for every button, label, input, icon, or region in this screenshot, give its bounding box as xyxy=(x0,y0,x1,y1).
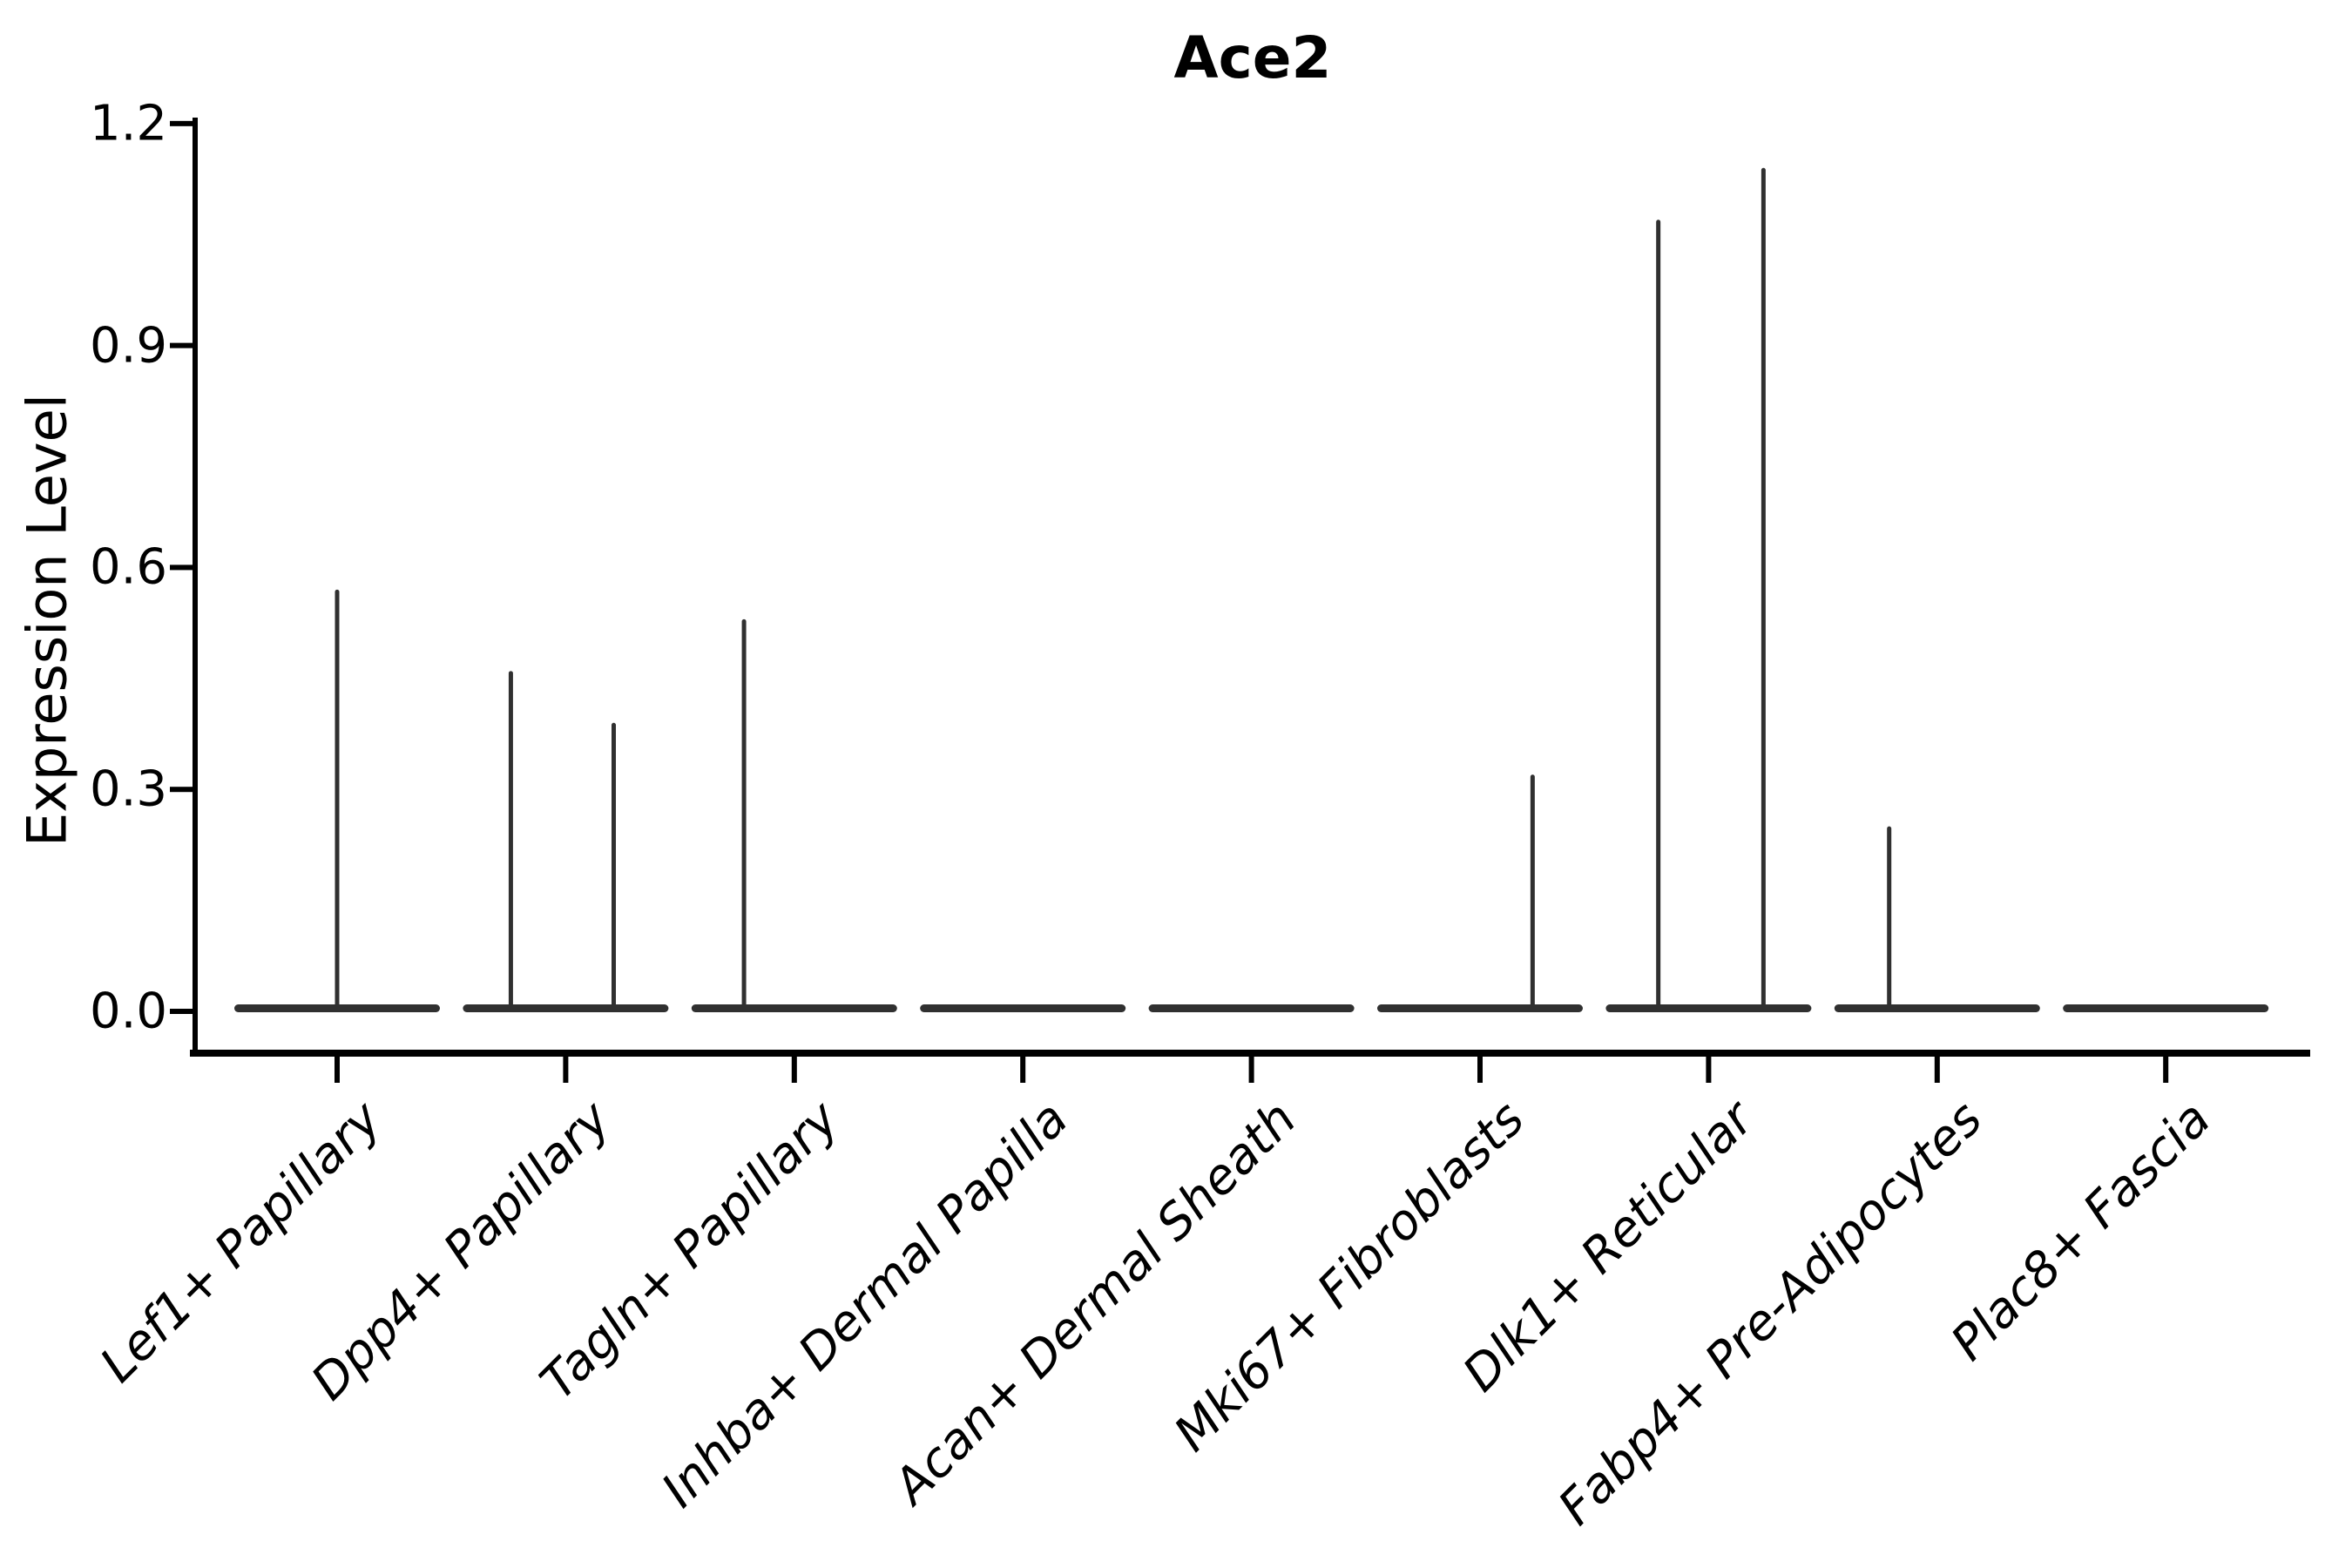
violin-spike xyxy=(335,589,340,1010)
plot-title: Ace2 xyxy=(1173,24,1332,91)
y-tick xyxy=(170,1009,193,1014)
y-tick xyxy=(170,342,193,348)
y-tick-label: 0.0 xyxy=(89,983,167,1040)
y-tick-label: 1.2 xyxy=(89,95,167,152)
y-tick xyxy=(170,787,193,793)
violin-body xyxy=(1834,1004,2040,1012)
violin-body xyxy=(463,1004,669,1012)
violin-body xyxy=(2063,1004,2269,1012)
x-tick xyxy=(335,1057,340,1083)
violin-body xyxy=(1377,1004,1583,1012)
x-tick xyxy=(1020,1057,1026,1083)
y-tick-label: 0.9 xyxy=(89,317,167,375)
violin-spike xyxy=(1761,167,1766,1010)
x-tick xyxy=(791,1057,797,1083)
violin-spike xyxy=(1656,220,1661,1010)
violin-spike xyxy=(1530,774,1535,1010)
y-tick-label: 0.6 xyxy=(89,538,167,596)
violin-body xyxy=(1605,1004,1812,1012)
y-tick-label: 0.3 xyxy=(89,760,167,818)
y-tick xyxy=(170,120,193,126)
x-tick xyxy=(1248,1057,1254,1083)
x-tick xyxy=(2163,1057,2169,1083)
violin-spike xyxy=(612,722,617,1010)
violin-body xyxy=(920,1004,1126,1012)
violin-spike xyxy=(741,618,747,1010)
violin-spike xyxy=(1887,826,1892,1010)
x-tick xyxy=(1706,1057,1712,1083)
x-tick xyxy=(563,1057,569,1083)
y-axis-spine xyxy=(193,118,198,1057)
violin-body xyxy=(1148,1004,1355,1012)
y-tick xyxy=(170,564,193,571)
violin-spike xyxy=(508,671,513,1010)
x-tick xyxy=(1477,1057,1483,1083)
x-axis-spine xyxy=(190,1050,2310,1057)
violin-body xyxy=(691,1004,897,1012)
x-tick xyxy=(1934,1057,1940,1083)
